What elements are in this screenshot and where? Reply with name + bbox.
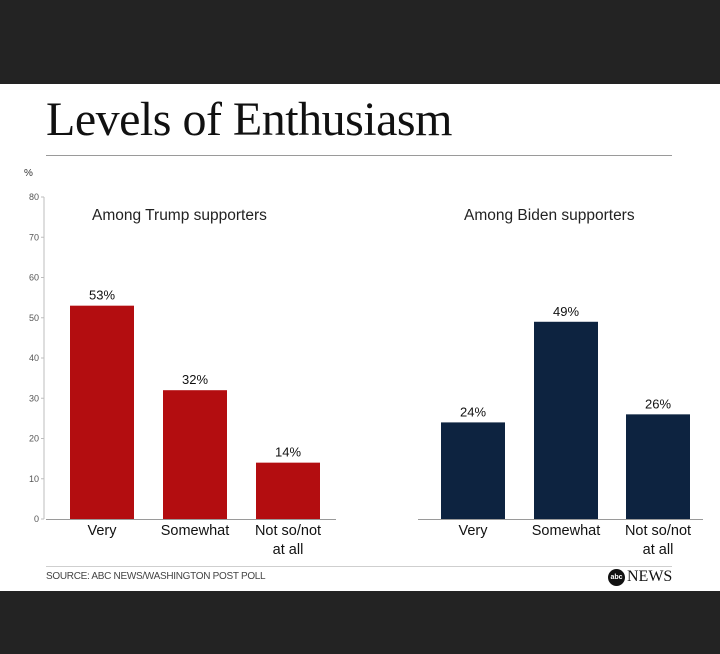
source-note: SOURCE: ABC NEWS/WASHINGTON POST POLL (46, 571, 266, 582)
bar-value-label: 26% (645, 396, 671, 411)
abc-logo-icon: abc (608, 568, 625, 586)
bar-value-label: 49% (553, 304, 579, 319)
category-label: Very (458, 523, 488, 539)
y-tick-label: 40 (29, 353, 39, 363)
series-title: Among Biden supporters (464, 207, 635, 224)
bar-chart: % 0 10 20 30 40 50 60 70 80 Among Trump supporters… (24, 168, 703, 558)
bar-value-label: 14% (275, 445, 301, 460)
bar (626, 414, 690, 519)
bar-value-label: 24% (460, 404, 486, 419)
news-wordmark: NEWS (627, 568, 673, 585)
footer-divider (46, 566, 672, 567)
bar-value-label: 53% (89, 288, 115, 303)
category-label: at all (643, 542, 674, 558)
bottom-frame (0, 591, 720, 654)
abc-news-logo: abc NEWS (608, 567, 672, 587)
bar (256, 462, 320, 519)
category-label: at all (273, 542, 304, 558)
top-frame (0, 0, 720, 84)
series-title: Among Trump supporters (92, 207, 267, 224)
y-tick-label: 20 (29, 434, 39, 444)
y-tick-label: 0 (34, 514, 39, 524)
title-divider (46, 155, 672, 156)
y-tick-label: 80 (29, 192, 39, 202)
y-tick-label: 70 (29, 232, 39, 242)
bar (163, 390, 227, 519)
y-tick-label: 10 (29, 474, 39, 484)
category-label: Somewhat (161, 523, 230, 539)
bar (70, 305, 134, 519)
chart-title: Levels of Enthusiasm (46, 93, 452, 146)
y-tick-label: 30 (29, 393, 39, 403)
category-label: Very (87, 523, 117, 539)
bar (441, 422, 505, 519)
chart-card: Levels of Enthusiasm % 0 10 20 30 40 50 60 70 80 A… (0, 84, 720, 591)
category-label: Not so/not (255, 523, 321, 539)
category-label: Somewhat (532, 523, 601, 539)
category-label: Not so/not (625, 523, 691, 539)
y-unit-label: % (24, 168, 33, 179)
y-tick-label: 60 (29, 273, 39, 283)
y-tick-label: 50 (29, 313, 39, 323)
bar-value-label: 32% (182, 372, 208, 387)
bar (534, 321, 598, 519)
